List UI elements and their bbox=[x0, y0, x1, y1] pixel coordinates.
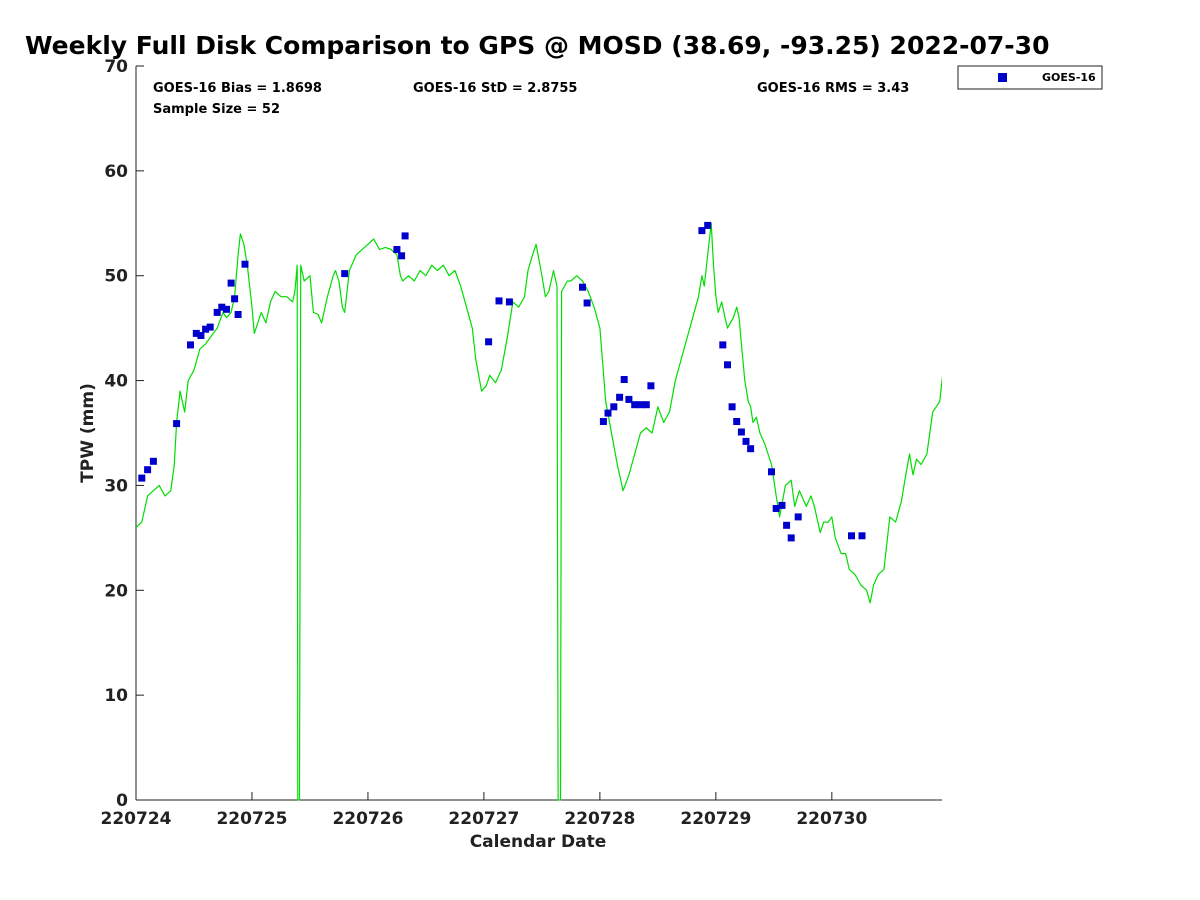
goes16-point bbox=[223, 305, 230, 313]
y-tick-label: 0 bbox=[116, 791, 128, 811]
goes16-point bbox=[505, 298, 513, 306]
goes16-point bbox=[728, 403, 736, 411]
goes16-point bbox=[202, 325, 210, 333]
goes16-point bbox=[583, 299, 591, 307]
x-tick-label: 220728 bbox=[564, 809, 635, 829]
legend: GOES-16 bbox=[957, 65, 1103, 90]
y-tick-label: 30 bbox=[104, 476, 128, 496]
stat-bias: GOES-16 Bias = 1.8698 bbox=[153, 81, 322, 96]
goes16-point bbox=[231, 295, 239, 303]
y-tick-label: 60 bbox=[104, 162, 128, 182]
goes16-point bbox=[704, 221, 712, 229]
goes16-point bbox=[625, 395, 633, 403]
goes16-point bbox=[401, 232, 409, 240]
goes16-point bbox=[747, 445, 755, 453]
goes16-point bbox=[620, 376, 628, 383]
goes16-point bbox=[241, 260, 249, 268]
stat-std: GOES-16 StD = 2.8755 bbox=[413, 81, 577, 96]
goes16-point bbox=[234, 311, 242, 318]
goes16-point bbox=[187, 341, 194, 349]
x-tick-label: 220726 bbox=[332, 809, 403, 829]
x-ticks: 220724 220725 220726 220727 220728 220729 2207… bbox=[101, 792, 867, 829]
goes16-point bbox=[398, 252, 406, 260]
goes16-point bbox=[610, 403, 618, 411]
y-tick-label: 20 bbox=[104, 581, 128, 601]
x-axis-label: Calendar Date bbox=[470, 832, 607, 852]
y-axis-label: TPW (mm) bbox=[78, 383, 98, 483]
y-tick-label: 40 bbox=[104, 372, 128, 392]
goes16-point bbox=[794, 513, 802, 521]
goes16-point bbox=[719, 341, 727, 349]
chart-title: Weekly Full Disk Comparison to GPS @ MOS… bbox=[25, 31, 1049, 60]
goes16-point bbox=[218, 303, 226, 311]
goes16-point bbox=[742, 437, 750, 445]
goes16-point bbox=[858, 532, 866, 540]
goes16-point bbox=[772, 505, 780, 512]
goes16-point bbox=[637, 401, 644, 409]
goes16-point bbox=[724, 361, 731, 369]
goes16-point bbox=[341, 270, 349, 278]
goes16-point bbox=[213, 308, 221, 316]
goes16-point bbox=[227, 279, 235, 287]
goes16-point bbox=[783, 521, 791, 529]
goes16-point bbox=[698, 227, 706, 235]
goes16-point bbox=[393, 246, 401, 253]
goes16-point bbox=[787, 534, 795, 542]
goes16-point bbox=[642, 401, 650, 409]
legend-box bbox=[957, 65, 1103, 90]
x-tick-label: 220725 bbox=[216, 809, 287, 829]
goes16-point bbox=[616, 393, 624, 401]
goes16-point bbox=[206, 323, 214, 331]
goes16-point bbox=[192, 329, 200, 337]
y-ticks: 0 10 20 30 40 50 60 70 bbox=[104, 57, 144, 811]
y-tick-label: 10 bbox=[104, 686, 128, 706]
goes16-point bbox=[647, 382, 655, 390]
stat-rms: GOES-16 RMS = 3.43 bbox=[757, 81, 909, 96]
goes16-point bbox=[144, 466, 152, 474]
series-layer bbox=[136, 221, 942, 801]
goes16-point bbox=[197, 332, 205, 339]
goes16-point bbox=[138, 474, 146, 482]
goes16-point bbox=[768, 468, 775, 476]
goes16-point bbox=[733, 418, 741, 425]
goes16-point bbox=[485, 338, 493, 346]
x-tick-label: 220729 bbox=[680, 809, 751, 829]
x-tick-label: 220727 bbox=[448, 809, 519, 829]
goes16-point bbox=[149, 457, 157, 465]
x-tick-label: 220724 bbox=[101, 809, 172, 829]
gps-line bbox=[136, 222, 942, 801]
x-tick-label: 220730 bbox=[796, 809, 867, 829]
y-tick-label: 70 bbox=[104, 57, 128, 77]
legend-label-goes16: GOES-16 bbox=[1042, 71, 1096, 84]
goes16-point bbox=[495, 297, 503, 305]
y-tick-label: 50 bbox=[104, 267, 128, 287]
legend-marker-goes16 bbox=[998, 73, 1007, 82]
goes16-point bbox=[778, 501, 786, 509]
goes16-point bbox=[579, 283, 586, 291]
goes16-point bbox=[604, 409, 612, 417]
plot-area bbox=[135, 66, 942, 801]
goes16-point bbox=[848, 532, 855, 540]
plot-background bbox=[136, 66, 942, 800]
goes16-point bbox=[737, 428, 745, 436]
stat-sample-size: Sample Size = 52 bbox=[153, 102, 280, 117]
goes16-point bbox=[173, 420, 181, 428]
goes16-point bbox=[631, 401, 639, 409]
goes16-point bbox=[599, 418, 607, 425]
